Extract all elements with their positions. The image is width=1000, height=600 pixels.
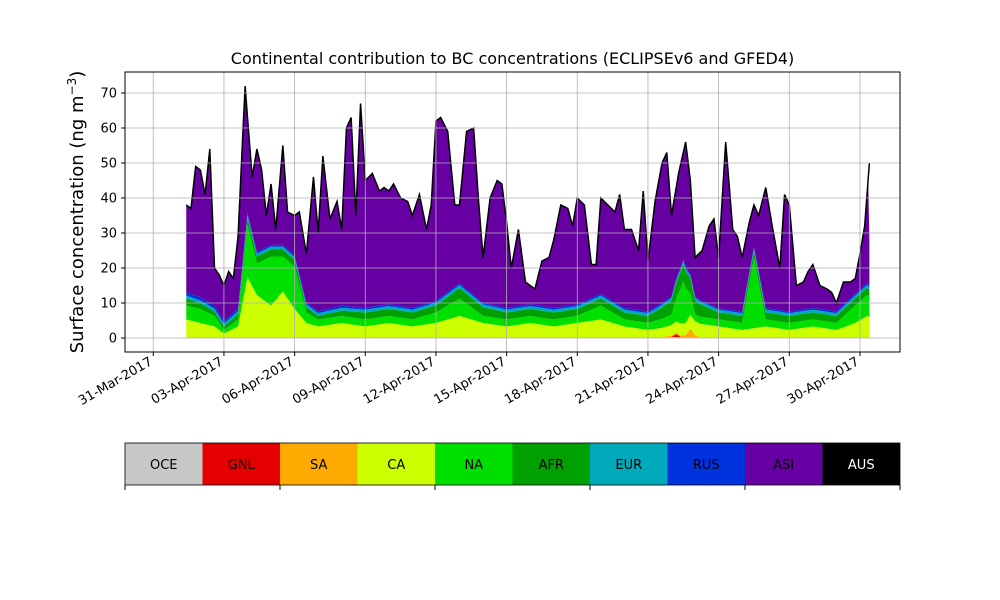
legend-label-afr: AFR — [539, 458, 564, 473]
area-asi — [186, 86, 870, 321]
y-tick-label: 60 — [100, 122, 117, 137]
legend-swatch-afr — [512, 443, 590, 485]
y-tick-label: 20 — [100, 262, 117, 277]
colorbar-legend: OCE GNL SA CA NA AFR EUR RUS ASI AUS — [124, 442, 901, 490]
area-na — [186, 224, 870, 334]
legend-frame — [124, 442, 901, 486]
y-axis-label-superscript: −3 — [65, 78, 79, 96]
area-afr — [186, 217, 870, 330]
y-axis-label: Surface concentration (ng m−3) — [65, 71, 88, 354]
legend-swatch-asi — [745, 443, 823, 485]
legend-label-ca: CA — [387, 458, 405, 473]
legend-label-rus: RUS — [693, 458, 720, 473]
legend-label-aus: AUS — [848, 458, 875, 473]
legend-swatch-na — [435, 443, 513, 485]
chart-title: Continental contribution to BC concentra… — [231, 49, 794, 68]
y-axis-label-main: Surface concentration (ng m — [67, 95, 88, 353]
legend-label-gnl: GNL — [228, 458, 256, 473]
grid — [125, 72, 900, 352]
legend-label-eur: EUR — [615, 458, 642, 473]
legend-swatch-ca — [357, 443, 435, 485]
legend-swatch-eur — [590, 443, 668, 485]
legend-swatch-rus — [667, 443, 745, 485]
legend-swatch-gnl — [202, 443, 280, 485]
legend-label-asi: ASI — [773, 458, 794, 473]
legend-swatch-aus — [822, 443, 900, 485]
legend-label-sa: SA — [310, 458, 327, 473]
legend-swatch-sa — [280, 443, 358, 485]
axes-frame — [124, 71, 901, 353]
y-tick-label: 40 — [100, 192, 117, 207]
legend-label-oce: OCE — [150, 458, 178, 473]
legend-label-na: NA — [464, 458, 483, 473]
area-ca — [186, 277, 870, 337]
y-tick-label: 50 — [100, 157, 117, 172]
y-tick-label: 30 — [100, 227, 117, 242]
y-tick-label: 70 — [100, 87, 117, 102]
legend-swatch-oce — [125, 443, 203, 485]
y-tick-label: 10 — [100, 297, 117, 312]
y-tick-label: 0 — [109, 332, 117, 347]
y-axis-label-close: ) — [67, 71, 88, 78]
